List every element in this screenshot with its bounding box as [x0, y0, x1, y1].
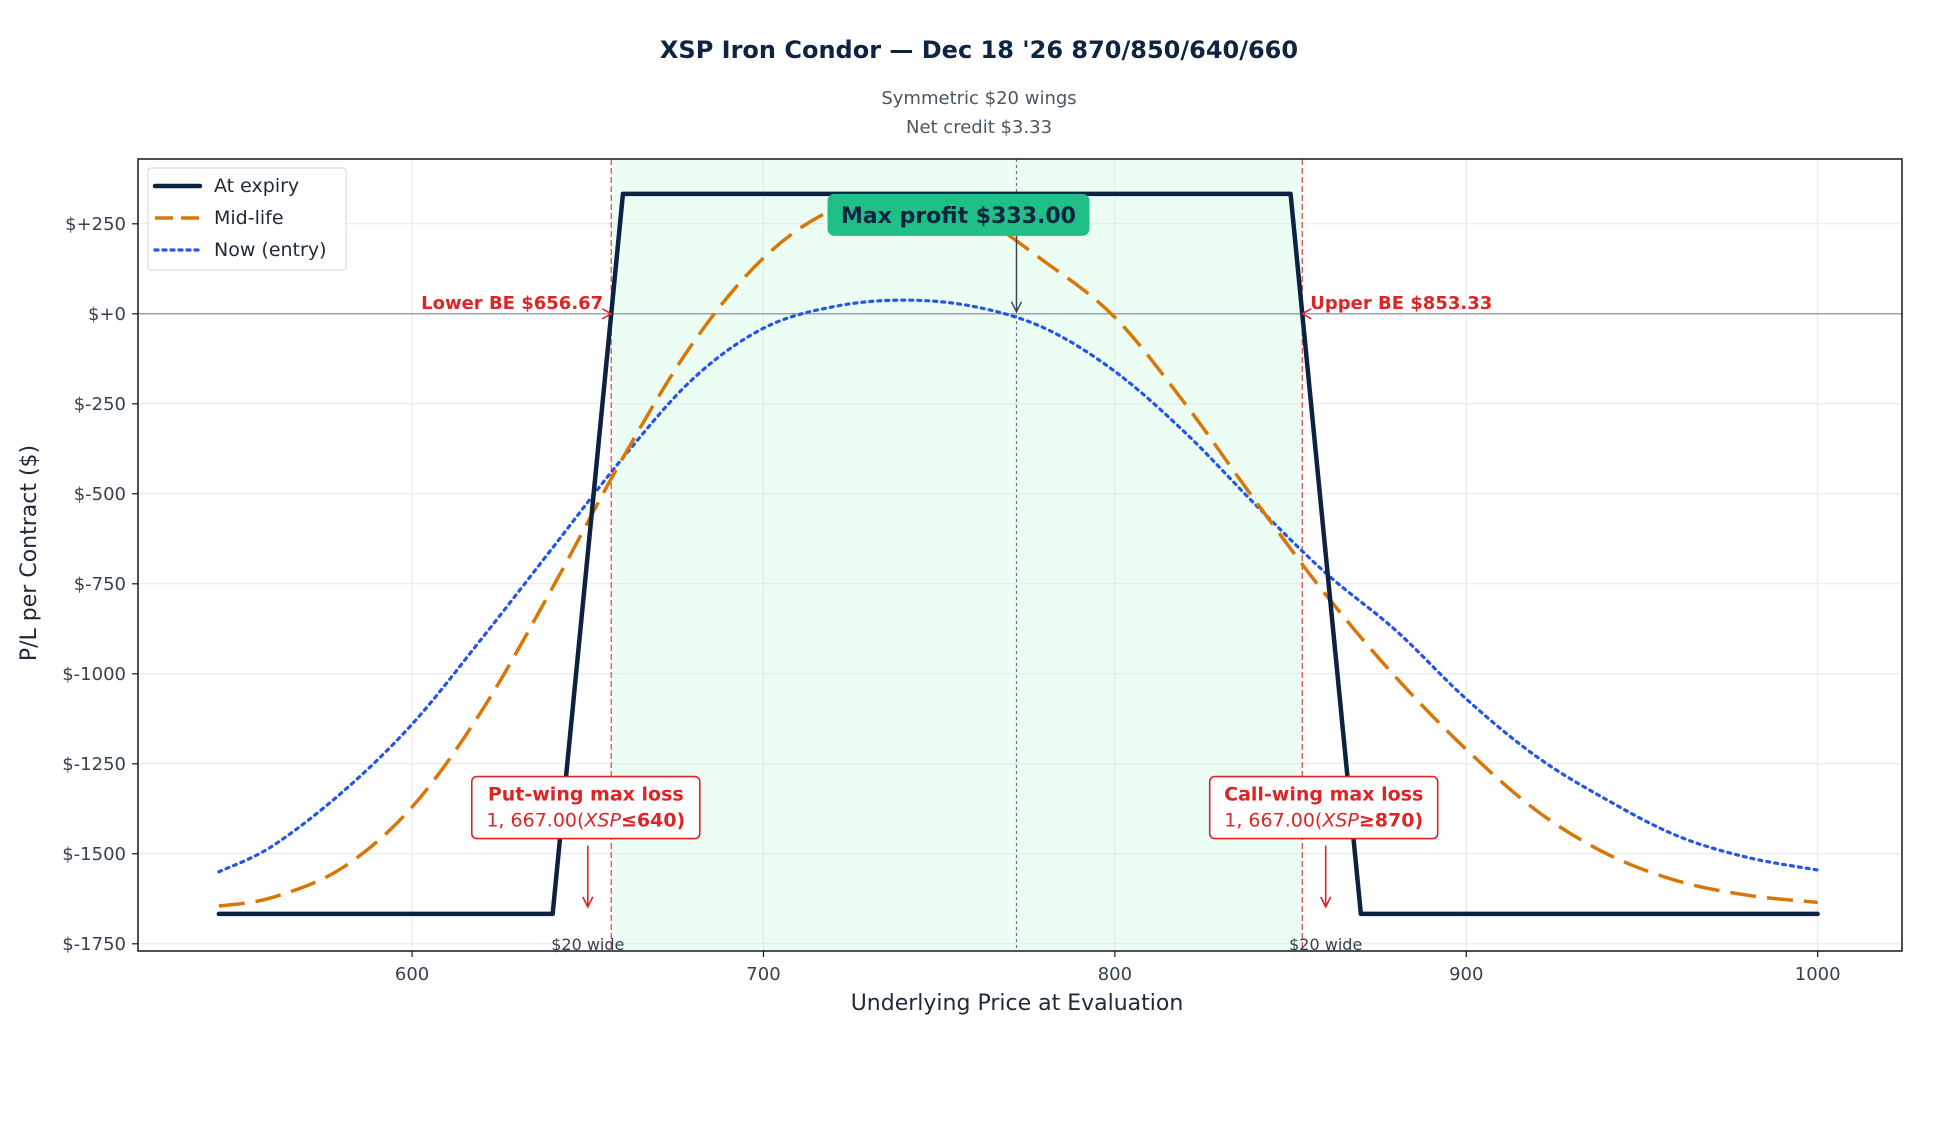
y-tick-label: $+250 [65, 214, 126, 235]
chart-subtitle-line-1: Symmetric $20 wings [881, 88, 1076, 109]
legend-label: At expiry [214, 175, 299, 197]
x-tick-label: 1000 [1795, 964, 1841, 985]
put-wing-annotation: Put-wing max loss 1, 667.00(XSP≤640) $20 w… [470, 775, 701, 954]
call-wing-annotation: Call-wing max loss 1, 667.00(XSP≥870) $20 … [1208, 775, 1439, 954]
chart-subtitle-line-2: Net credit $3.33 [906, 117, 1052, 138]
series-line-mid-life [218, 194, 1818, 908]
put-wing-annotation-value: 1, 667.00(XSP≤640) [486, 810, 685, 832]
call-wing-annotation-value: 1, 667.00(XSP≥870) [1224, 810, 1423, 832]
plot-frame [137, 158, 1903, 952]
lower-breakeven-label: Lower BE $656.67 [421, 293, 603, 314]
put-wing-annotation-title: Put-wing max loss [488, 784, 684, 806]
y-tick-label: $-1000 [62, 664, 126, 685]
legend-label: Now (entry) [214, 239, 326, 261]
y-tick-label: $-250 [74, 394, 126, 415]
x-tick-label: 900 [1449, 964, 1483, 985]
y-tick-label: $-750 [74, 574, 126, 595]
y-tick-label: $-1250 [62, 754, 126, 775]
call-wing-annotation-box [1208, 775, 1439, 840]
lower-breakeven-arrow [601, 308, 613, 320]
chart-title: XSP Iron Condor — Dec 18 '26 870/850/640… [660, 36, 1298, 64]
x-tick-label: 600 [395, 964, 429, 985]
upper-breakeven-arrow [1300, 308, 1312, 320]
max-profit-badge [827, 193, 1090, 236]
profit-zone [611, 159, 1303, 951]
put-wing-annotation-width-label: $20 wide [551, 935, 624, 954]
max-profit-arrow-head [1010, 301, 1023, 314]
y-tick-label: $-1750 [62, 934, 126, 955]
y-axis-label: P/L per Contract ($) [17, 445, 42, 661]
plot-area: 600 700 800 900 1000 $+250 $+0 $-250 $-500 $-750 $… [62, 158, 1903, 985]
max-profit-label: Max profit $333.00 [841, 204, 1076, 229]
y-tick-label: $-1500 [62, 844, 126, 865]
call-wing-annotation-width-label: $20 wide [1289, 935, 1362, 954]
call-wing-annotation-title: Call-wing max loss [1224, 784, 1423, 806]
x-tick-label: 700 [746, 964, 780, 985]
legend-label: Mid-life [214, 207, 284, 229]
upper-breakeven-label: Upper BE $853.33 [1310, 293, 1492, 314]
put-wing-annotation-arrow-head [582, 896, 594, 909]
put-wing-annotation-box [470, 775, 701, 840]
call-wing-annotation-arrow-head [1319, 896, 1332, 909]
y-tick-label: $+0 [88, 304, 126, 325]
legend-box [147, 167, 347, 271]
legend: At expiry Mid-life Now (entry) [147, 167, 347, 271]
x-tick-label: 800 [1098, 964, 1132, 985]
series-line-now-entry [217, 298, 1820, 874]
x-axis-label: Underlying Price at Evaluation [851, 991, 1184, 1016]
y-tick-label: $-500 [74, 484, 126, 505]
